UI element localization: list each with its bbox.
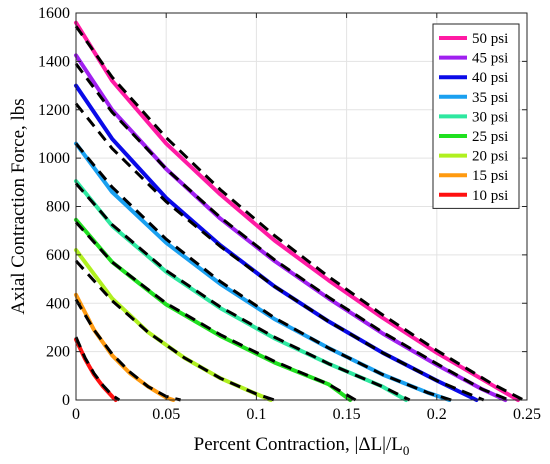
y-tick-labels: 0 200 400 600 800 1000 1200 1400 1600 (38, 5, 70, 409)
tick-marks (75, 12, 528, 401)
y-tick-label: 200 (46, 344, 70, 361)
legend-label: 50 psi (472, 31, 508, 47)
y-tick-label: 1200 (38, 102, 70, 119)
legend: 50 psi 45 psi 40 psi 35 psi 30 psi 25 psi 20 p… (432, 23, 520, 209)
x-tick-label: 0 (72, 406, 80, 423)
y-tick-label: 1000 (38, 150, 70, 167)
legend-label: 20 psi (472, 149, 508, 165)
legend-label: 45 psi (472, 51, 508, 67)
y-axis-label: Axial Contraction Force, lbs (8, 98, 29, 314)
model-fit-line (74, 336, 121, 402)
y-tick-label: 800 (46, 199, 70, 216)
model-fit-line (74, 182, 411, 402)
x-tick-label: 0.05 (152, 406, 180, 423)
model-fit-line (74, 142, 452, 402)
legend-label: 40 psi (472, 70, 508, 86)
model-fit-line (74, 221, 357, 402)
x-axis-label-subscript: 0 (403, 443, 410, 458)
series-line-50-psi (74, 20, 520, 402)
x-tick-label: 0.15 (333, 406, 361, 423)
x-tick-label: 0.25 (513, 406, 541, 423)
x-tick-labels: 0 0.05 0.1 0.15 0.2 0.25 (72, 406, 541, 423)
legend-label: 25 psi (472, 129, 508, 145)
x-axis-label: Percent Contraction, |ΔL|/L0 (194, 434, 410, 458)
model-fit-line (74, 259, 275, 402)
y-tick-label: 1600 (38, 5, 70, 22)
x-axis-label-main: Percent Contraction, |ΔL|/L (194, 434, 403, 455)
legend-label: 10 psi (472, 188, 508, 204)
x-tick-label: 0.1 (246, 406, 266, 423)
x-tick-label: 0.2 (427, 406, 447, 423)
model-fits (74, 25, 525, 402)
model-fit-line (74, 102, 485, 402)
y-tick-label: 0 (62, 392, 70, 409)
y-tick-label: 1400 (38, 53, 70, 70)
y-tick-label: 400 (46, 295, 70, 312)
legend-label: 30 psi (472, 109, 508, 125)
model-fit-line (74, 62, 510, 402)
legend-label: 35 psi (472, 90, 508, 106)
legend-label: 15 psi (472, 168, 508, 184)
y-tick-label: 600 (46, 247, 70, 264)
